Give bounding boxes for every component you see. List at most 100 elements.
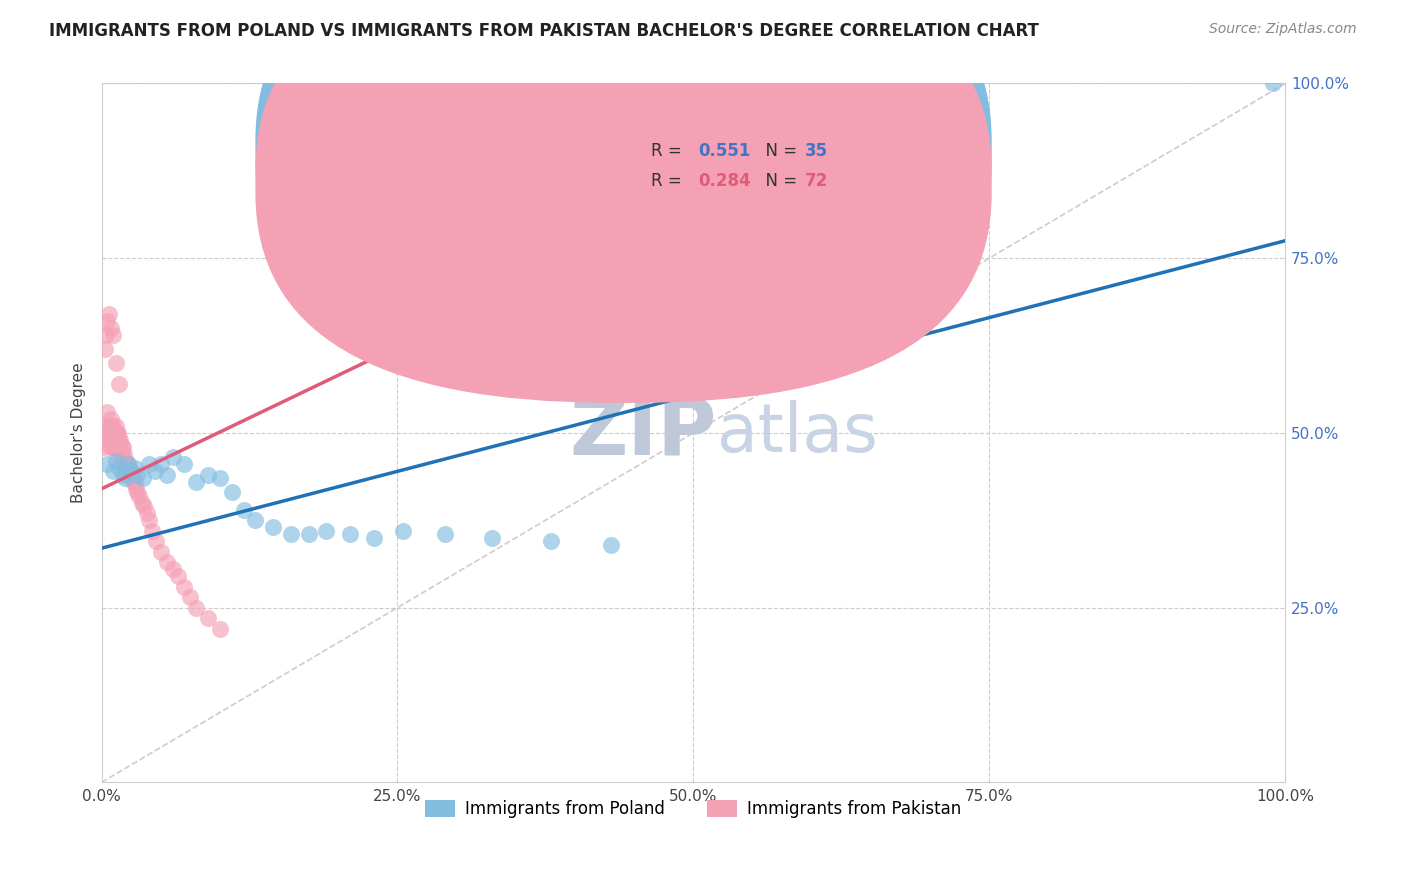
Point [97,425,120,440]
Point [128,489,150,503]
Point [179,590,201,604]
Point [124,475,146,489]
Point [125,482,148,496]
Point [540,534,562,549]
Point [100,321,122,335]
Point [138,513,160,527]
Point [110,433,132,447]
Point [173,580,195,594]
Point [103,425,125,440]
Point [162,562,184,576]
Point [107,440,129,454]
Point [96,314,118,328]
Point [262,520,284,534]
Point [107,433,129,447]
Point [392,524,415,538]
Point [167,569,190,583]
Point [208,471,231,485]
Text: Source: ZipAtlas.com: Source: ZipAtlas.com [1209,22,1357,37]
Point [124,460,146,475]
Point [120,467,142,482]
Point [100,412,122,426]
Point [135,506,157,520]
Point [96,405,118,419]
Legend: Immigrants from Poland, Immigrants from Pakistan: Immigrants from Poland, Immigrants from … [419,793,967,824]
Point [132,471,155,485]
Point [108,376,131,391]
Text: 0.551: 0.551 [699,142,751,161]
Point [232,503,254,517]
Point [104,454,127,468]
Text: N =: N = [755,172,803,190]
Point [221,485,243,500]
Point [117,458,139,472]
Point [98,418,121,433]
Point [138,458,160,472]
FancyBboxPatch shape [256,0,991,373]
Text: N =: N = [755,142,803,161]
Point [339,527,361,541]
Point [145,534,167,549]
Point [104,425,127,440]
Point [280,527,302,541]
Text: ZIP: ZIP [569,394,717,472]
Text: 72: 72 [804,172,828,190]
Point [141,524,163,538]
Point [114,454,136,468]
Point [107,425,129,440]
Point [96,418,118,433]
Point [103,418,125,433]
Point [100,418,122,433]
Point [156,467,179,482]
Point [93,440,115,454]
Point [623,314,645,328]
Point [112,454,135,468]
Point [120,464,142,478]
Point [118,467,141,482]
Point [117,460,139,475]
Y-axis label: Bachelor's Degree: Bachelor's Degree [72,362,86,503]
Point [162,450,184,465]
Point [149,458,172,472]
Point [134,500,156,514]
Point [143,464,166,478]
Point [97,307,120,321]
Point [197,611,219,625]
Point [121,471,143,485]
Point [1263,77,1285,91]
Point [111,440,134,454]
Point [98,440,121,454]
Point [125,467,148,482]
Point [103,425,125,440]
Text: atlas: atlas [717,400,877,466]
Point [111,467,134,482]
Point [186,600,208,615]
Point [115,454,138,468]
Point [94,433,117,447]
Point [108,433,131,447]
Point [131,496,153,510]
Point [96,328,118,343]
Point [110,447,132,461]
Point [363,531,385,545]
Point [101,440,124,454]
Point [122,475,145,489]
Point [118,460,141,475]
Point [108,440,131,454]
Point [104,356,127,370]
Point [481,531,503,545]
Point [125,485,148,500]
Point [111,447,134,461]
FancyBboxPatch shape [583,123,904,208]
Text: R =: R = [651,142,686,161]
Point [114,460,136,475]
Point [103,328,125,343]
Point [105,433,128,447]
Point [245,513,267,527]
Point [433,527,456,541]
Point [599,538,621,552]
Text: 35: 35 [804,142,828,161]
Point [149,545,172,559]
Point [108,460,131,475]
FancyBboxPatch shape [256,0,991,403]
